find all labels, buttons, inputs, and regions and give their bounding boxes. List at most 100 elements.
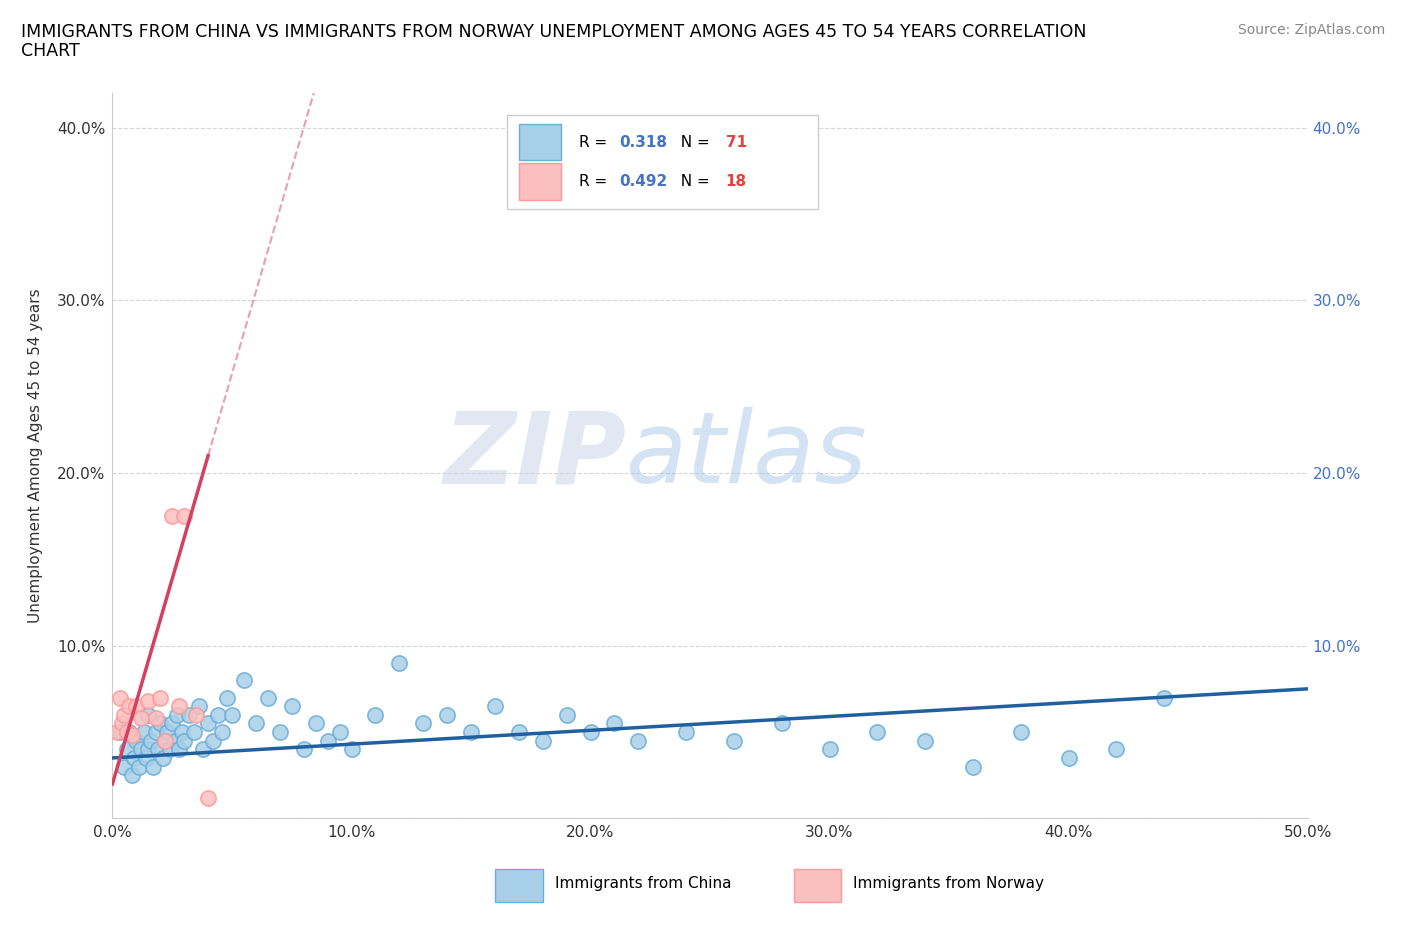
Point xyxy=(1153,690,1175,705)
Point xyxy=(1105,742,1128,757)
Point xyxy=(114,759,135,774)
Point xyxy=(281,698,304,713)
Point xyxy=(627,733,650,748)
Text: R =: R = xyxy=(579,135,612,150)
Point xyxy=(163,733,186,748)
Point xyxy=(122,751,145,765)
Text: Source: ZipAtlas.com: Source: ZipAtlas.com xyxy=(1237,23,1385,37)
Point xyxy=(132,724,155,739)
Point xyxy=(121,728,143,743)
Point xyxy=(508,724,530,739)
Point xyxy=(187,698,209,713)
Text: 18: 18 xyxy=(725,174,747,189)
Point xyxy=(105,724,128,739)
Point xyxy=(138,742,160,757)
Point xyxy=(914,733,936,748)
Point xyxy=(340,742,363,757)
Point xyxy=(818,742,841,757)
Point xyxy=(364,708,387,723)
Point xyxy=(108,690,131,705)
Point xyxy=(962,759,984,774)
Text: Immigrants from China: Immigrants from China xyxy=(554,876,731,891)
Bar xyxy=(508,114,818,209)
Point xyxy=(129,711,152,725)
Point xyxy=(111,716,134,731)
Point xyxy=(135,751,157,765)
Point xyxy=(460,724,482,739)
Point xyxy=(770,716,793,731)
Point xyxy=(169,698,191,713)
Point xyxy=(153,733,176,748)
Point xyxy=(177,708,200,723)
Point xyxy=(108,724,131,739)
Point xyxy=(114,708,135,723)
Point xyxy=(173,733,195,748)
Point xyxy=(723,733,745,748)
Y-axis label: Unemployment Among Ages 45 to 54 years: Unemployment Among Ages 45 to 54 years xyxy=(28,288,44,623)
Text: 0.318: 0.318 xyxy=(619,135,668,150)
Point xyxy=(183,724,205,739)
Point xyxy=(484,698,506,713)
Point xyxy=(149,690,172,705)
Point xyxy=(866,724,889,739)
Text: R =: R = xyxy=(579,174,612,189)
Point xyxy=(115,742,138,757)
Point xyxy=(152,751,174,765)
Text: 71: 71 xyxy=(725,135,747,150)
Point xyxy=(1057,751,1080,765)
Bar xyxy=(495,870,543,902)
Point xyxy=(129,742,152,757)
Point xyxy=(221,708,243,723)
Point xyxy=(269,724,291,739)
Bar xyxy=(519,164,561,200)
Point xyxy=(257,690,280,705)
Point xyxy=(128,759,150,774)
Point xyxy=(173,509,195,524)
Point xyxy=(579,724,602,739)
Bar xyxy=(519,125,561,161)
Point xyxy=(169,742,191,757)
Point xyxy=(125,698,148,713)
Point xyxy=(233,672,256,687)
Point xyxy=(146,742,169,757)
Text: N =: N = xyxy=(671,135,714,150)
Point xyxy=(1010,724,1032,739)
Point xyxy=(118,724,141,739)
Point xyxy=(197,716,219,731)
Point xyxy=(149,716,172,731)
Text: IMMIGRANTS FROM CHINA VS IMMIGRANTS FROM NORWAY UNEMPLOYMENT AMONG AGES 45 TO 54: IMMIGRANTS FROM CHINA VS IMMIGRANTS FROM… xyxy=(21,23,1087,41)
Point xyxy=(412,716,434,731)
Point xyxy=(305,716,328,731)
Point xyxy=(316,733,339,748)
Text: ZIP: ZIP xyxy=(443,407,627,504)
Point xyxy=(436,708,458,723)
Point xyxy=(170,724,193,739)
Point xyxy=(145,711,167,725)
Point xyxy=(211,724,233,739)
Point xyxy=(142,759,165,774)
Point xyxy=(138,708,160,723)
Point xyxy=(675,724,697,739)
Point xyxy=(388,656,411,671)
Text: 0.492: 0.492 xyxy=(619,174,668,189)
Point xyxy=(193,742,215,757)
Point xyxy=(197,790,219,805)
Point xyxy=(207,708,229,723)
Point xyxy=(162,509,183,524)
Point xyxy=(245,716,267,731)
Point xyxy=(162,716,183,731)
Point xyxy=(292,742,315,757)
Text: CHART: CHART xyxy=(21,42,80,60)
Point xyxy=(329,724,352,739)
Point xyxy=(201,733,224,748)
Point xyxy=(555,708,578,723)
Point xyxy=(145,724,167,739)
Point xyxy=(118,698,141,713)
Point xyxy=(531,733,554,748)
Bar xyxy=(793,870,842,902)
Point xyxy=(217,690,239,705)
Point xyxy=(159,742,181,757)
Point xyxy=(138,694,160,709)
Point xyxy=(153,733,176,748)
Point xyxy=(603,716,626,731)
